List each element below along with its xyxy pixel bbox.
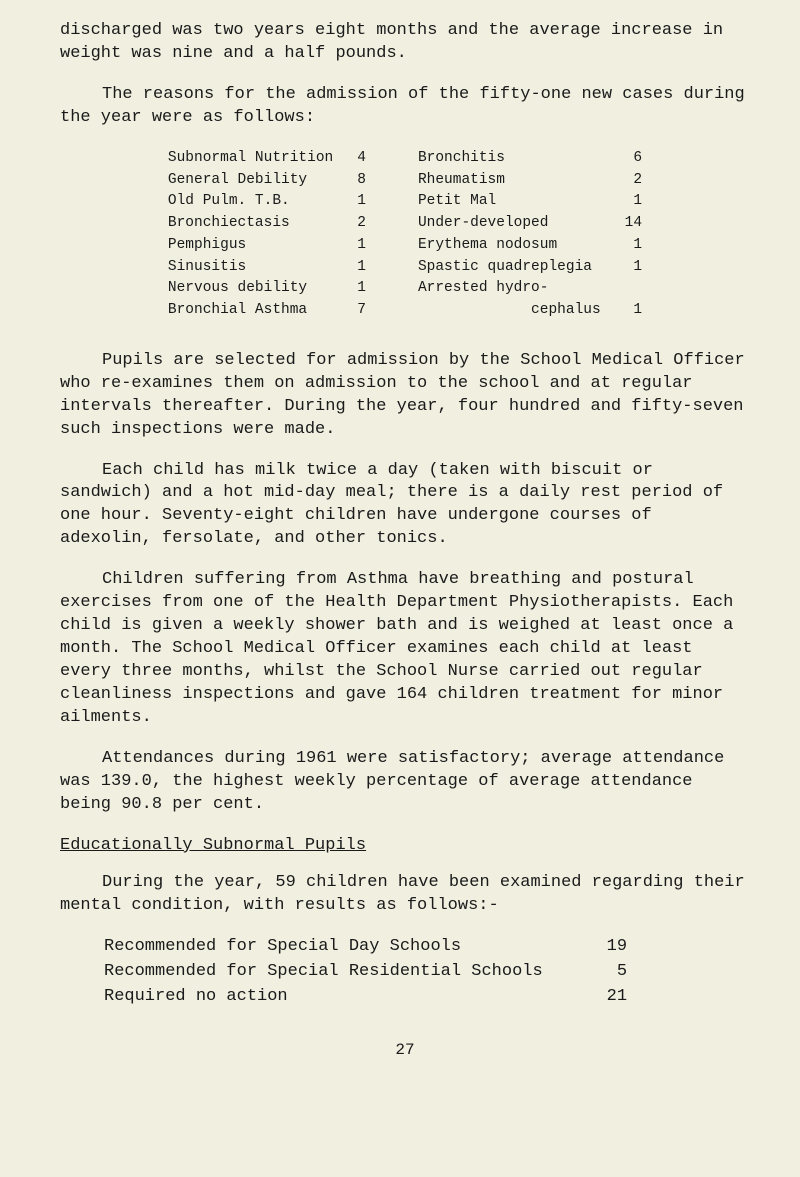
paragraph-asthma: Children suffering from Asthma have brea…: [60, 569, 750, 730]
cell-label: cephalus: [412, 300, 607, 322]
table-row: cephalus1: [412, 300, 648, 322]
table-row: Erythema nodosum1: [412, 235, 648, 257]
cell-label: General Debility: [162, 170, 339, 192]
table-row: Petit Mal1: [412, 191, 648, 213]
cell-value: 1: [607, 235, 648, 257]
paragraph-discharged: discharged was two years eight months an…: [60, 20, 750, 66]
admissions-left-body: Subnormal Nutrition4 General Debility8 O…: [162, 148, 372, 322]
cell-label: Old Pulm. T.B.: [162, 191, 339, 213]
cell-label: Under-developed: [412, 213, 607, 235]
cell-label: Pemphigus: [162, 235, 339, 257]
cell-value: 1: [607, 300, 648, 322]
heading-educationally-subnormal: Educationally Subnormal Pupils: [60, 835, 750, 858]
table-row: Rheumatism2: [412, 170, 648, 192]
cell-value: 6: [607, 148, 648, 170]
cell-value: 14: [607, 213, 648, 235]
table-row: Pemphigus1: [162, 235, 372, 257]
cell-value: 2: [339, 213, 372, 235]
table-row: Arrested hydro-: [412, 278, 648, 300]
table-row: Under-developed14: [412, 213, 648, 235]
cell-label: Bronchiectasis: [162, 213, 339, 235]
paragraph-reasons-intro: The reasons for the admission of the fif…: [60, 84, 750, 130]
cell-value: 21: [547, 985, 631, 1010]
cell-label: Sinusitis: [162, 257, 339, 279]
cell-label: Erythema nodosum: [412, 235, 607, 257]
cell-label: Spastic quadreplegia: [412, 257, 607, 279]
cell-value: [607, 278, 648, 300]
paragraph-during-year: During the year, 59 children have been e…: [60, 872, 750, 918]
document-page: discharged was two years eight months an…: [0, 0, 800, 1092]
table-row: Sinusitis1: [162, 257, 372, 279]
cell-value: 1: [607, 191, 648, 213]
table-row: Bronchial Asthma7: [162, 300, 372, 322]
table-row: Nervous debility1: [162, 278, 372, 300]
table-row: Recommended for Special Residential Scho…: [100, 960, 631, 985]
table-row: Bronchiectasis2: [162, 213, 372, 235]
table-row: Recommended for Special Day Schools19: [100, 935, 631, 960]
table-row: Spastic quadreplegia1: [412, 257, 648, 279]
admissions-right-body: Bronchitis6 Rheumatism2 Petit Mal1 Under…: [412, 148, 648, 322]
cell-value: 1: [339, 235, 372, 257]
cell-label: Required no action: [100, 985, 547, 1010]
cell-value: 19: [547, 935, 631, 960]
cell-value: 1: [339, 191, 372, 213]
cell-value: 2: [607, 170, 648, 192]
cell-value: 1: [339, 278, 372, 300]
results-table: Recommended for Special Day Schools19 Re…: [100, 935, 631, 1010]
cell-label: Bronchitis: [412, 148, 607, 170]
admissions-table-right: Bronchitis6 Rheumatism2 Petit Mal1 Under…: [412, 148, 648, 322]
cell-label: Petit Mal: [412, 191, 607, 213]
cell-label: Bronchial Asthma: [162, 300, 339, 322]
admissions-tables: Subnormal Nutrition4 General Debility8 O…: [60, 148, 750, 322]
cell-label: Subnormal Nutrition: [162, 148, 339, 170]
cell-label: Recommended for Special Day Schools: [100, 935, 547, 960]
admissions-table-left: Subnormal Nutrition4 General Debility8 O…: [162, 148, 372, 322]
cell-value: 1: [607, 257, 648, 279]
paragraph-each-child: Each child has milk twice a day (taken w…: [60, 460, 750, 552]
cell-label: Recommended for Special Residential Scho…: [100, 960, 547, 985]
cell-value: 5: [547, 960, 631, 985]
table-row: Required no action21: [100, 985, 631, 1010]
table-row: General Debility8: [162, 170, 372, 192]
paragraph-attendances: Attendances during 1961 were satisfactor…: [60, 748, 750, 817]
table-row: Bronchitis6: [412, 148, 648, 170]
cell-label: Rheumatism: [412, 170, 607, 192]
cell-value: 4: [339, 148, 372, 170]
cell-value: 8: [339, 170, 372, 192]
cell-value: 1: [339, 257, 372, 279]
table-row: Subnormal Nutrition4: [162, 148, 372, 170]
cell-value: 7: [339, 300, 372, 322]
cell-label: Arrested hydro-: [412, 278, 607, 300]
table-row: Old Pulm. T.B.1: [162, 191, 372, 213]
page-number: 27: [60, 1040, 750, 1062]
paragraph-pupils-selected: Pupils are selected for admission by the…: [60, 350, 750, 442]
cell-label: Nervous debility: [162, 278, 339, 300]
